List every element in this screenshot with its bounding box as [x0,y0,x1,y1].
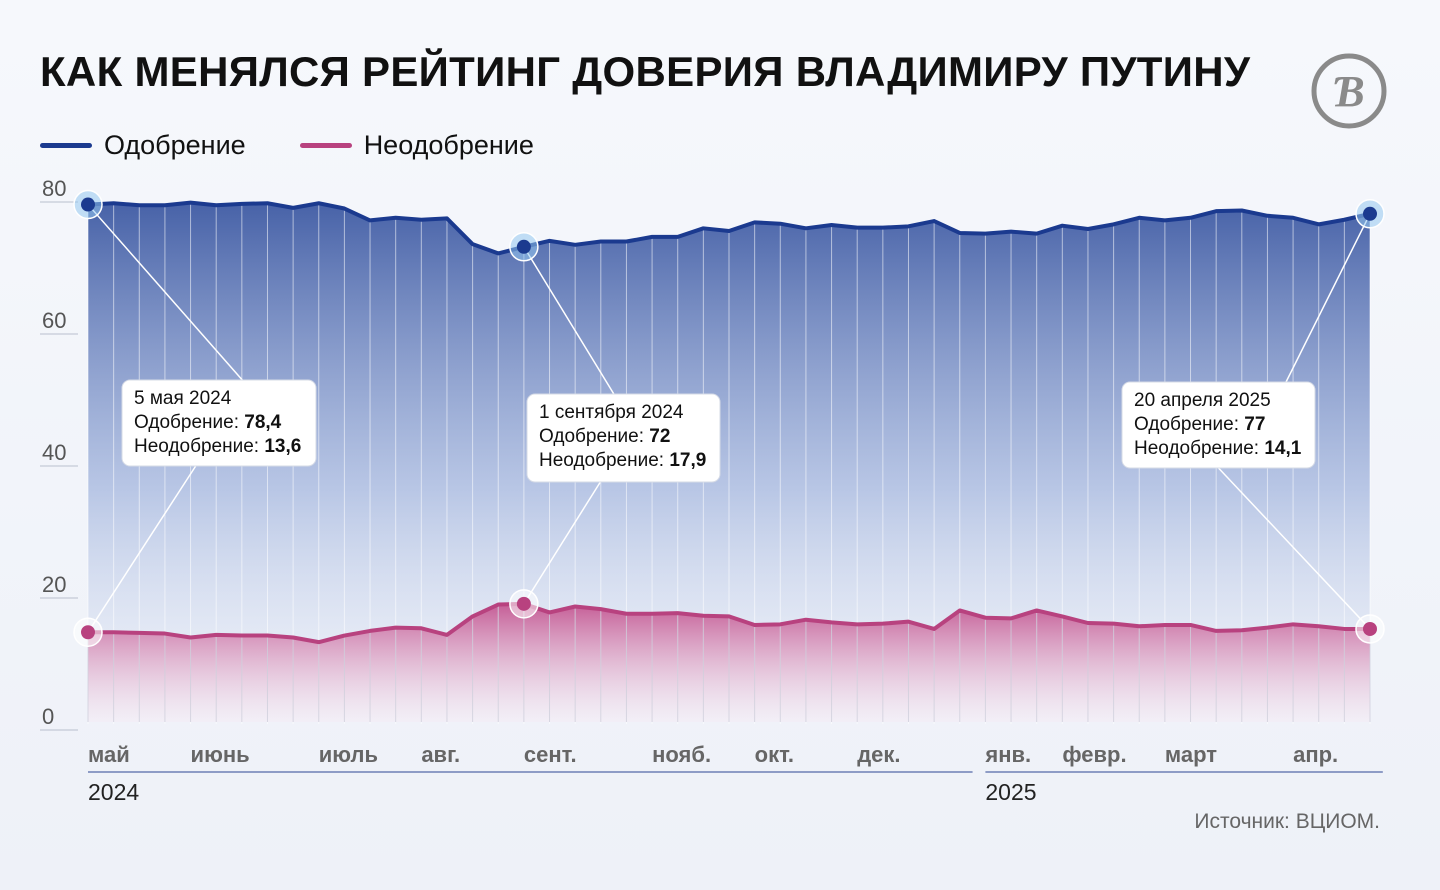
publisher-logo: Ɓ [1311,53,1387,129]
source-note: Источник: ВЦИОМ. [1194,810,1380,833]
x-tick-label: дек. [857,742,900,767]
callout-leader [87,465,197,633]
x-tick-label: март [1165,742,1217,767]
y-tick-label: 20 [42,572,66,597]
callout-approve: Одобрение: 72 [539,426,670,447]
callout-approve: Одобрение: 77 [1134,414,1265,435]
x-tick-label: июнь [191,742,250,767]
x-tick-label: окт. [755,742,794,767]
callout-disapprove-label: Неодобрение: [134,436,264,457]
legend-label-disapprove: Неодобрение [363,129,534,160]
callout-leader [87,204,243,381]
legend-swatch-approve [40,142,92,148]
callout-disapprove-value: 14,1 [1264,438,1301,459]
logo-glyph: Ɓ [1333,67,1364,116]
disapprove-line [88,601,1370,645]
callout-disapprove-label: Неодобрение: [539,450,669,471]
callout-disapprove: Неодобрение: 14,1 [1134,438,1302,459]
y-tick-label: 80 [42,176,66,201]
callout-approve-label: Одобрение: [134,412,244,433]
callout-leader [1285,213,1371,383]
callout-leader [523,481,601,605]
callout-approve-value: 77 [1244,414,1265,435]
x-tick-label: апр. [1293,742,1338,767]
approve-point [1363,206,1377,221]
callout-date: 5 мая 2024 [134,388,232,409]
callout-approve: Одобрение: 78,4 [134,412,282,433]
disapprove-point [1363,621,1377,636]
callout-leader [523,246,615,395]
y-tick-label: 0 [42,704,54,729]
callout-approve-label: Одобрение: [1134,414,1244,435]
legend-item-disapprove: Неодобрение [299,129,534,161]
callout-disapprove-value: 13,6 [264,436,301,457]
disapprove-point [81,625,95,640]
chart-title: КАК МЕНЯЛСЯ РЕЙТИНГ ДОВЕРИЯ ВЛАДИМИРУ ПУ… [40,48,1251,95]
legend-swatch-disapprove [299,142,352,148]
approve-point [81,197,95,212]
callout-date: 1 сентября 2024 [539,402,684,423]
approve-point [516,239,531,254]
legend: Одобрение Неодобрение [40,128,588,162]
x-tick-label: сент. [524,742,577,767]
legend-item-approve: Одобрение [40,130,246,161]
callout-approve-value: 72 [649,426,670,447]
x-tick-label: нояб. [652,742,711,767]
callout-leader [1217,467,1371,630]
year-label: 2024 [88,779,139,805]
x-tick-label: авг. [421,742,460,767]
callout-date: 20 апреля 2025 [1134,390,1271,411]
callout-disapprove: Неодобрение: 13,6 [134,436,301,457]
approve-line [87,200,1371,256]
x-tick-label: янв. [984,742,1031,767]
x-tick-label: февр. [1062,742,1126,767]
callout-disapprove-value: 17,9 [669,450,706,471]
callout-disapprove: Неодобрение: 17,9 [539,450,706,471]
disapprove-point [516,596,531,611]
callout-approve-value: 78,4 [244,412,281,433]
year-label: 2025 [985,779,1036,805]
legend-label-approve: Одобрение [104,129,246,160]
callout-approve-label: Одобрение: [539,426,649,447]
x-tick-label: июль [319,742,378,767]
x-tick-label: май [88,742,130,767]
callout-disapprove-label: Неодобрение: [1134,438,1264,459]
y-tick-label: 40 [42,440,66,465]
callout-box [121,379,317,467]
y-tick-label: 60 [42,308,66,333]
callout-box [526,393,721,483]
callout-box [1121,381,1316,469]
